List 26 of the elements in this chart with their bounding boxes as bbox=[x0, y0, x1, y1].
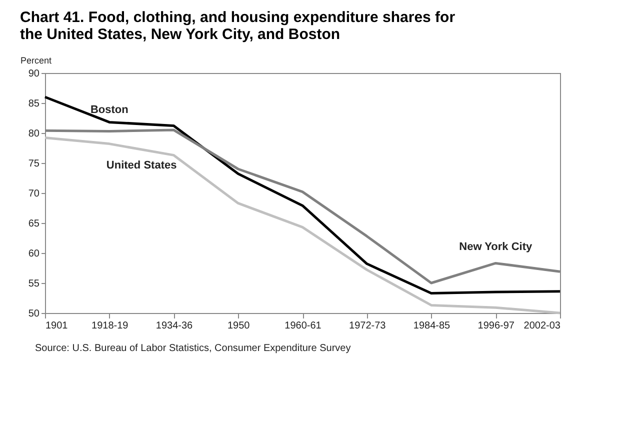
y-tick-label: 55 bbox=[28, 278, 40, 290]
y-tick-label: 60 bbox=[28, 248, 40, 260]
y-tick-label: 70 bbox=[28, 188, 40, 200]
series-label: New York City bbox=[459, 241, 533, 254]
line-series bbox=[44, 96, 562, 294]
x-tick-label: 1984-85 bbox=[413, 320, 451, 332]
x-tick-label: 1934-36 bbox=[156, 320, 194, 332]
x-tick-label: 2002-03 bbox=[524, 320, 561, 332]
x-tick-label: 1918-19 bbox=[92, 320, 129, 332]
x-tick-label: 1960-61 bbox=[284, 320, 322, 332]
x-tick-label: 1996-97 bbox=[478, 320, 515, 332]
x-tick-label: 1901 bbox=[46, 320, 68, 332]
y-tick-label: 90 bbox=[28, 68, 40, 80]
source-note: Source: U.S. Bureau of Labor Statistics, Consumer Expenditure Survey bbox=[35, 343, 351, 354]
x-tick-label: 1972-73 bbox=[349, 320, 386, 332]
chart-title: Chart 41. Food, clothing, and housing expenditure shares for the United States, New York City, and Boston bbox=[20, 9, 456, 43]
y-tick-label: 65 bbox=[28, 218, 40, 230]
y-axis-title: Percent bbox=[20, 56, 52, 66]
y-tick-label: 50 bbox=[28, 308, 40, 320]
line-series bbox=[44, 136, 562, 314]
series-label: United States bbox=[106, 160, 177, 172]
x-tick-label: 1950 bbox=[228, 320, 250, 332]
series-label: Boston bbox=[90, 104, 129, 116]
y-tick-label: 85 bbox=[28, 98, 40, 110]
y-tick-label: 75 bbox=[28, 158, 40, 170]
y-tick-label: 80 bbox=[28, 128, 40, 140]
